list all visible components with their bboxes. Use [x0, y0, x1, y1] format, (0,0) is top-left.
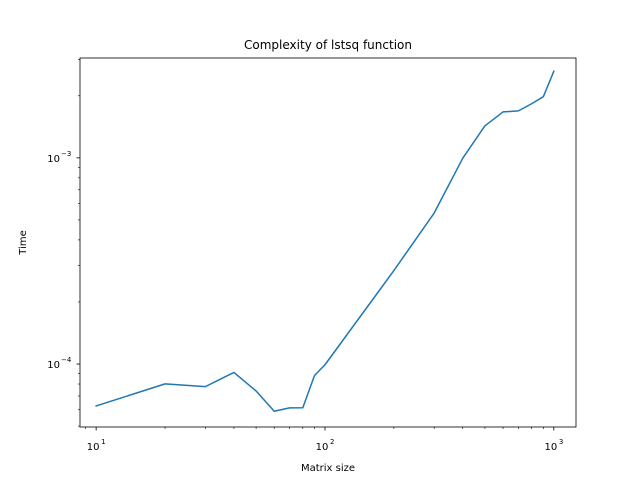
x-tick-label-exponent: 2: [330, 438, 334, 446]
y-tick-label: 10: [47, 360, 60, 371]
series-line: [95, 70, 555, 413]
x-tick-label: 10: [87, 442, 100, 453]
chart-title: Complexity of lstsq function: [244, 38, 412, 52]
x-tick-label: 10: [316, 442, 329, 453]
x-tick-label-exponent: 1: [101, 438, 105, 446]
x-tick-label: 10: [544, 442, 557, 453]
y-tick-label-exponent: −3: [61, 150, 71, 158]
x-tick-label-exponent: 3: [559, 438, 563, 446]
y-tick-label: 10: [47, 154, 60, 165]
plot-frame: [79, 57, 577, 428]
y-tick-label-exponent: −4: [61, 356, 72, 364]
x-axis-label: Matrix size: [301, 463, 355, 474]
y-axis-label: Time: [18, 230, 29, 255]
major-ticks: 10 1 10 2 10 310 −410 −3: [47, 150, 563, 453]
